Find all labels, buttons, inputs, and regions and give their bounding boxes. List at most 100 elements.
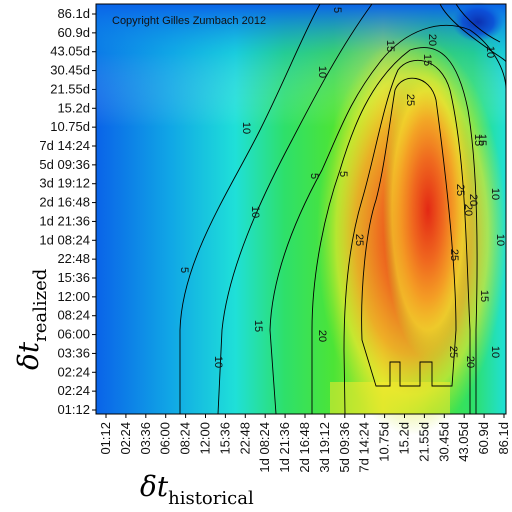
contour-label-text: 20 xyxy=(426,34,438,46)
contour-label-text: 10 xyxy=(484,46,496,58)
contour-label: 10 xyxy=(240,122,252,134)
y-tick-label: 02:24 xyxy=(57,364,90,379)
y-tick-label: 86.1d xyxy=(57,6,90,21)
y-axis-subscript: realized xyxy=(30,269,51,342)
contour-label: 5 xyxy=(331,7,343,13)
contour-label-text: 5 xyxy=(337,171,349,177)
contour-label: 20 xyxy=(464,356,476,368)
x-tick-label: 22:48 xyxy=(237,422,252,455)
y-tick-label: 30.45d xyxy=(50,63,90,78)
contour-label-text: 10 xyxy=(494,234,506,246)
y-tick-label: 02:24 xyxy=(57,383,90,398)
y-tick-label: 22:48 xyxy=(57,251,90,266)
x-tick-label: 08:24 xyxy=(178,422,193,455)
x-tick-label: 10.75d xyxy=(377,422,392,462)
y-tick-label: 7d 14:24 xyxy=(39,138,90,153)
contour-label: 10 xyxy=(212,356,224,368)
contour-label-text: 5 xyxy=(308,173,320,179)
y-tick-label: 08:24 xyxy=(57,308,90,323)
contour-label: 10 xyxy=(489,346,501,358)
y-tick-label: 3d 19:12 xyxy=(39,176,90,191)
contour-label: 25 xyxy=(454,184,466,196)
contour-label: 25 xyxy=(404,94,416,106)
heatmap-surface xyxy=(96,2,507,435)
x-tick-label: 12:00 xyxy=(198,422,213,455)
contour-label-text: 10 xyxy=(489,188,501,200)
contour-label: 20 xyxy=(316,330,328,342)
contour-label-text: 15 xyxy=(472,134,484,146)
contour-label-text: 25 xyxy=(447,346,459,358)
x-axis-symbol: δt xyxy=(140,470,169,503)
plot-frame xyxy=(95,3,507,415)
contour-label: 10 xyxy=(494,234,506,246)
contour-label: 15 xyxy=(472,134,484,146)
y-tick-label: 10.75d xyxy=(50,119,90,134)
contour-label-text: 15 xyxy=(478,290,490,302)
contour-label: 15 xyxy=(252,320,264,332)
y-tick-label: 15.2d xyxy=(57,100,90,115)
contour-line xyxy=(179,3,321,414)
x-tick-label: 1d 21:36 xyxy=(277,422,292,473)
y-axis-title: δtrealized xyxy=(12,269,51,370)
svg-text:δtrealized: δtrealized xyxy=(12,269,51,370)
y-tick-label: 5d 09:36 xyxy=(39,157,90,172)
contour-label: 25 xyxy=(448,249,460,261)
y-axis-symbol: δt xyxy=(12,341,45,370)
contour-line xyxy=(269,25,507,415)
contour-lines xyxy=(179,3,507,415)
y-tick-label: 1d 08:24 xyxy=(39,232,90,247)
contour-label: 10 xyxy=(249,206,261,218)
y-axis-ticks: 86.1d 60.9d 43.05d 30.45d 21.55d 15.2d 10.75d 7… xyxy=(39,6,96,417)
contour-line xyxy=(217,3,373,415)
x-tick-label: 7d 14:24 xyxy=(357,422,372,473)
contour-label-text: 25 xyxy=(454,184,466,196)
contour-line xyxy=(361,77,457,387)
contour-label: 15 xyxy=(478,290,490,302)
contour-label-text: 20 xyxy=(467,194,479,206)
contour-label: 20 xyxy=(462,204,474,216)
x-tick-label: 30.45d xyxy=(436,422,451,462)
contour-label-text: 10 xyxy=(489,346,501,358)
x-tick-label: 02:24 xyxy=(118,422,133,455)
y-tick-label: 03:36 xyxy=(57,345,90,360)
contour-label-text: 10 xyxy=(316,66,328,78)
y-tick-label: 1d 21:36 xyxy=(39,213,90,228)
contour-label: 10 xyxy=(316,66,328,78)
y-tick-label: 15:36 xyxy=(57,270,90,285)
contour-labels: 5101520251051015510152025252520151010152… xyxy=(178,7,506,368)
contour-label-text: 20 xyxy=(462,204,474,216)
contour-label-text: 10 xyxy=(249,206,261,218)
contour-label: 25 xyxy=(447,346,459,358)
contour-label-text: 5 xyxy=(331,7,343,13)
contour-line xyxy=(455,3,501,43)
contour-label-text: 25 xyxy=(404,94,416,106)
x-tick-label: 15.2d xyxy=(397,422,412,455)
x-tick-label: 86.1d xyxy=(496,422,511,455)
x-tick-label: 21.55d xyxy=(416,422,431,462)
heat-bottom-band xyxy=(330,382,450,414)
x-tick-label: 2d 16:48 xyxy=(297,422,312,473)
svg-text:δthistorical: δthistorical xyxy=(140,470,254,509)
heat-core-inner xyxy=(383,60,473,360)
x-tick-label: 06:00 xyxy=(158,422,173,455)
contour-label: 5 xyxy=(178,267,190,273)
contour-label-text: 25 xyxy=(353,234,365,246)
x-tick-label: 1d 08:24 xyxy=(257,422,272,473)
y-tick-label: 43.05d xyxy=(50,44,90,59)
contour-label-text: 5 xyxy=(178,267,190,273)
x-tick-label: 01:12 xyxy=(98,422,113,455)
x-axis-ticks: 01:12 02:24 03:36 06:00 08:24 12:00 15:36 22:48… xyxy=(98,414,511,473)
contour-label-text: 20 xyxy=(316,330,328,342)
contour-label-text: 10 xyxy=(212,356,224,368)
y-tick-label: 12:00 xyxy=(57,289,90,304)
contour-label: 5 xyxy=(337,171,349,177)
contour-label: 20 xyxy=(467,194,479,206)
contour-line xyxy=(343,59,471,415)
contour-label: 25 xyxy=(353,234,365,246)
y-tick-label: 06:00 xyxy=(57,327,90,342)
contour-label: 15 xyxy=(421,54,433,66)
contour-label: 5 xyxy=(308,173,320,179)
contour-label-text: 20 xyxy=(464,356,476,368)
x-tick-label: 5d 09:36 xyxy=(337,422,352,473)
